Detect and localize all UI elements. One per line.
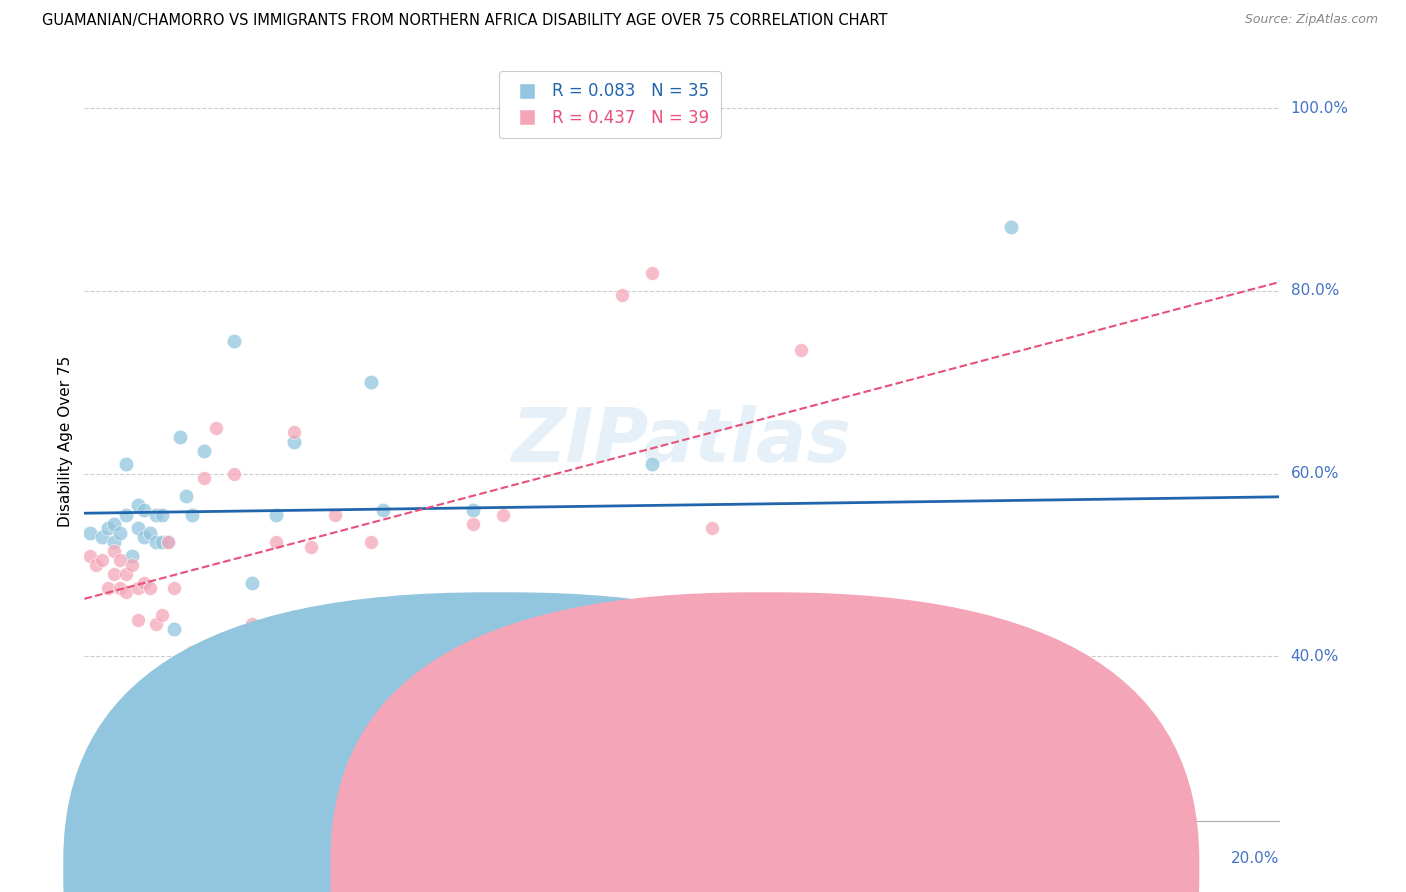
Point: [145, 535, 167, 549]
Point: [700, 521, 723, 535]
Point: [97, 521, 120, 535]
Text: ZIPatlas: ZIPatlas: [512, 405, 852, 478]
Point: [115, 566, 138, 581]
Point: [145, 508, 167, 522]
Point: [253, 658, 276, 673]
Point: [325, 508, 347, 522]
Point: [132, 531, 156, 545]
Point: [145, 617, 167, 632]
Point: [641, 458, 664, 472]
Point: [163, 581, 186, 595]
Text: 100.0%: 100.0%: [1291, 101, 1348, 116]
Point: [301, 540, 323, 554]
Point: [169, 430, 191, 444]
Point: [103, 516, 125, 531]
Point: [360, 375, 382, 389]
Text: 20.0%: 20.0%: [1232, 851, 1279, 866]
Text: Immigrants from Northern Africa: Immigrants from Northern Africa: [773, 863, 1024, 877]
Point: [169, 686, 191, 700]
Text: 60.0%: 60.0%: [1291, 466, 1339, 481]
Legend: R = 0.083   N = 35, R = 0.437   N = 39: R = 0.083 N = 35, R = 0.437 N = 39: [499, 70, 721, 138]
Point: [264, 535, 287, 549]
Point: [461, 503, 484, 517]
Point: [174, 489, 197, 503]
Point: [193, 471, 215, 485]
Point: [193, 443, 215, 458]
Point: [79, 525, 101, 540]
Point: [157, 535, 180, 549]
Point: [132, 503, 156, 517]
Point: [492, 508, 515, 522]
Point: [790, 343, 813, 358]
Point: [461, 516, 484, 531]
Point: [110, 581, 132, 595]
Point: [150, 608, 173, 623]
Point: [91, 553, 114, 567]
Point: [612, 288, 634, 302]
Text: 0.0%: 0.0%: [84, 851, 124, 866]
Point: [150, 535, 173, 549]
Point: [157, 535, 180, 549]
Point: [97, 581, 120, 595]
Point: [641, 266, 664, 280]
Point: [127, 499, 149, 513]
Point: [205, 421, 228, 435]
Point: [127, 581, 149, 595]
Point: [115, 458, 138, 472]
Point: [222, 467, 245, 481]
Point: [283, 425, 305, 440]
Point: [540, 635, 562, 649]
Text: Guamanians/Chamorros: Guamanians/Chamorros: [520, 863, 704, 877]
Point: [1149, 768, 1171, 782]
Point: [139, 525, 162, 540]
Point: [240, 576, 263, 591]
Text: Source: ZipAtlas.com: Source: ZipAtlas.com: [1244, 13, 1378, 27]
Y-axis label: Disability Age Over 75: Disability Age Over 75: [58, 356, 73, 527]
Point: [127, 613, 149, 627]
Point: [132, 576, 156, 591]
Point: [283, 434, 305, 449]
Point: [373, 503, 395, 517]
Point: [103, 535, 125, 549]
Point: [127, 521, 149, 535]
Text: 40.0%: 40.0%: [1291, 648, 1339, 664]
Point: [240, 617, 263, 632]
Point: [181, 645, 204, 659]
Point: [103, 544, 125, 558]
Point: [163, 622, 186, 636]
Point: [91, 531, 114, 545]
Point: [110, 525, 132, 540]
Point: [110, 553, 132, 567]
Point: [1000, 219, 1022, 234]
Point: [139, 581, 162, 595]
Point: [181, 508, 204, 522]
Point: [115, 508, 138, 522]
Text: 80.0%: 80.0%: [1291, 284, 1339, 298]
Point: [115, 585, 138, 599]
Point: [121, 558, 143, 572]
Point: [86, 558, 108, 572]
Text: GUAMANIAN/CHAMORRO VS IMMIGRANTS FROM NORTHERN AFRICA DISABILITY AGE OVER 75 COR: GUAMANIAN/CHAMORRO VS IMMIGRANTS FROM NO…: [42, 13, 887, 29]
Point: [222, 334, 245, 348]
Point: [360, 535, 382, 549]
Point: [402, 740, 425, 755]
Point: [103, 566, 125, 581]
Point: [121, 549, 143, 563]
Point: [79, 549, 101, 563]
Point: [150, 508, 173, 522]
Point: [264, 508, 287, 522]
Point: [432, 594, 454, 608]
